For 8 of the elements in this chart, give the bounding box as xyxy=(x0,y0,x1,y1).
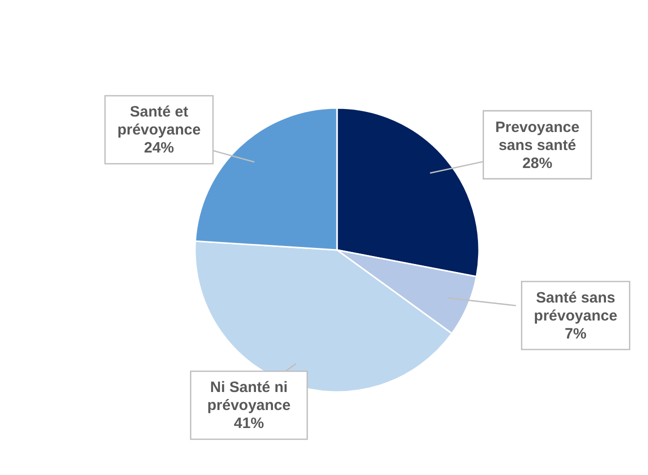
data-label: 28% xyxy=(522,154,552,172)
slice-label: Ni Santé ni prévoyance xyxy=(207,379,291,414)
slice-label: Santé et prévoyance xyxy=(117,104,201,139)
data-label: 41% xyxy=(234,415,264,432)
data-label: 7% xyxy=(564,326,586,343)
data-label: 24% xyxy=(144,140,174,157)
slice-label: Santé sans prévoyance xyxy=(534,290,618,325)
slice-label: Prevoyance sans santé xyxy=(495,118,580,154)
